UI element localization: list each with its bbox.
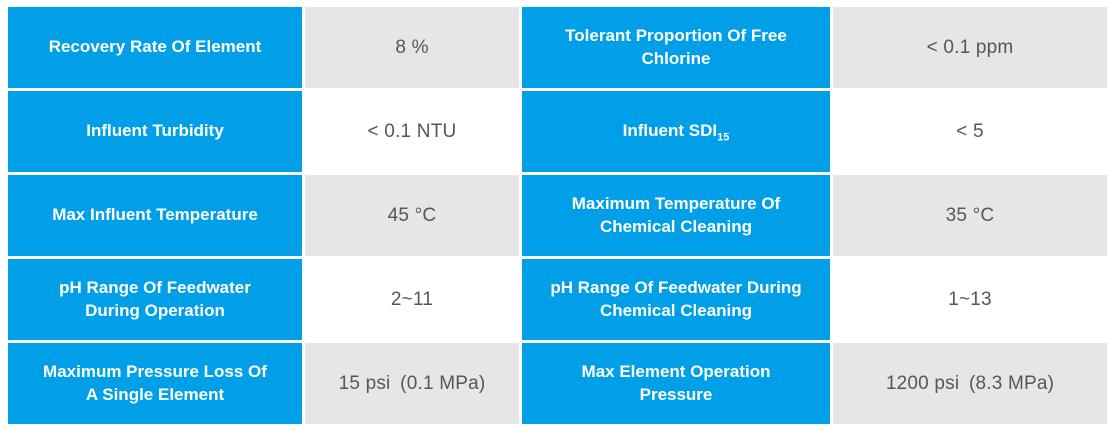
spec-label-right: Influent SDI15: [522, 91, 830, 172]
table-row: Recovery Rate Of Element 8 % Tolerant Pr…: [8, 7, 1107, 88]
spec-value-left: 15 psi (0.1 MPa): [305, 343, 519, 424]
spec-label-right: Tolerant Proportion Of Free Chlorine: [522, 7, 830, 88]
spec-value-right: < 0.1 ppm: [833, 7, 1107, 88]
spec-label-right: pH Range Of Feedwater During Chemical Cl…: [522, 259, 830, 340]
spec-label-left: Max Influent Temperature: [8, 175, 302, 256]
spec-value-right: 1200 psi (8.3 MPa): [833, 343, 1107, 424]
spec-value-left: 2~11: [305, 259, 519, 340]
spec-table: Recovery Rate Of Element 8 % Tolerant Pr…: [5, 4, 1110, 427]
spec-table-body: Recovery Rate Of Element 8 % Tolerant Pr…: [8, 7, 1107, 424]
spec-value-left: 45 °C: [305, 175, 519, 256]
table-row: Maximum Pressure Loss Of A Single Elemen…: [8, 343, 1107, 424]
spec-label-right: Max Element Operation Pressure: [522, 343, 830, 424]
spec-value-right: 35 °C: [833, 175, 1107, 256]
spec-value-right: 1~13: [833, 259, 1107, 340]
spec-label-left: Influent Turbidity: [8, 91, 302, 172]
table-row: Max Influent Temperature 45 °C Maximum T…: [8, 175, 1107, 256]
spec-label-left: pH Range Of Feedwater During Operation: [8, 259, 302, 340]
table-row: pH Range Of Feedwater During Operation 2…: [8, 259, 1107, 340]
spec-label-left: Recovery Rate Of Element: [8, 7, 302, 88]
spec-value-right: < 5: [833, 91, 1107, 172]
table-row: Influent Turbidity < 0.1 NTU Influent SD…: [8, 91, 1107, 172]
spec-value-left: < 0.1 NTU: [305, 91, 519, 172]
spec-label-right: Maximum Temperature Of Chemical Cleaning: [522, 175, 830, 256]
spec-value-left: 8 %: [305, 7, 519, 88]
spec-label-left: Maximum Pressure Loss Of A Single Elemen…: [8, 343, 302, 424]
